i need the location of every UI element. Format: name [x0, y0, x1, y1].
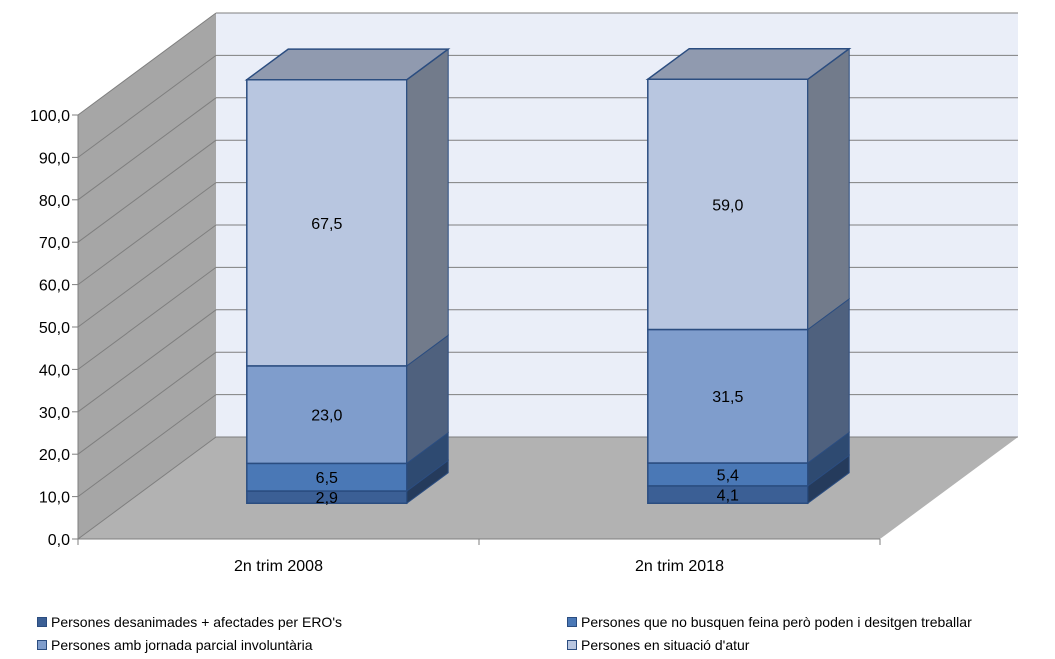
gridline-side	[77, 266, 217, 370]
legend-label: Persones en situació d'atur	[581, 637, 750, 653]
y-tick-label: 50,0	[39, 320, 70, 337]
legend-label: Persones desanimades + afectades per ERO…	[51, 614, 342, 630]
bar-segment	[244, 48, 451, 367]
y-tick-label: 40,0	[39, 362, 70, 379]
y-tick-label: 100,0	[30, 108, 70, 125]
legend-label: Persones que no busquen feina però poden…	[581, 614, 972, 630]
gridline-side	[77, 309, 217, 413]
y-tick-label: 90,0	[39, 150, 70, 167]
y-tick-label: 30,0	[39, 405, 70, 422]
x-tick-label: 2n trim 2008	[234, 558, 323, 575]
legend-item-parcial: Persones amb jornada parcial involuntàri…	[37, 637, 312, 653]
x-tick-label: 2n trim 2018	[635, 558, 724, 575]
y-tick-label: 0,0	[48, 532, 70, 549]
legend-swatch	[37, 640, 47, 650]
data-label: 67,5	[311, 216, 342, 233]
legend-swatch	[567, 640, 577, 650]
bar-segment	[246, 431, 449, 492]
bar-segment-side	[807, 47, 850, 331]
legend-label: Persones amb jornada parcial involuntàri…	[51, 637, 313, 653]
data-label: 5,4	[717, 467, 739, 484]
y-tick-label: 10,0	[39, 490, 70, 507]
gridline-side	[77, 182, 217, 286]
bar-top-face	[244, 48, 451, 81]
y-tick-label: 60,0	[39, 278, 70, 295]
gridline-side	[77, 224, 217, 328]
gridline-side	[77, 12, 217, 116]
legend-item-no-busquen: Persones que no busquen feina però poden…	[567, 614, 972, 630]
legend-item-desanimades: Persones desanimades + afectades per ERO…	[37, 614, 342, 630]
legend-item-atur: Persones en situació d'atur	[567, 637, 749, 653]
data-label: 23,0	[311, 408, 342, 425]
bar-segment	[246, 334, 449, 465]
data-label: 59,0	[712, 197, 743, 214]
gridline-side	[77, 351, 217, 455]
bars	[244, 47, 852, 505]
value-axis: 0,0 10,0 20,0 30,0 40,0 50,0 60,0 70,0 80,0 90,0 1…	[30, 108, 881, 575]
gridline-side	[77, 97, 217, 201]
bar-segment	[645, 47, 852, 331]
chart-canvas: 0,0 10,0 20,0 30,0 40,0 50,0 60,0 70,0 80,0 90,0 1…	[30, 12, 1018, 575]
gridline-side	[77, 139, 217, 243]
y-tick-label: 70,0	[39, 235, 70, 252]
data-label: 2,9	[316, 490, 338, 507]
legend: Persones desanimades + afectades per ERO…	[0, 610, 1055, 659]
y-tick-label: 80,0	[39, 193, 70, 210]
bar-segment	[647, 297, 850, 464]
data-labels: 2,9 6,5 23,0 67,5 4,1 5,4 31,5 59,0	[311, 197, 743, 507]
y-tick-label: 20,0	[39, 447, 70, 464]
gridline-side	[77, 54, 217, 158]
gridline-side	[77, 394, 217, 498]
bar-top-face	[645, 47, 852, 81]
data-label: 31,5	[712, 389, 743, 406]
legend-swatch	[37, 617, 47, 627]
chart-floor	[78, 437, 1018, 539]
gridline-side	[77, 436, 217, 540]
data-label: 6,5	[316, 470, 338, 487]
data-label: 4,1	[717, 488, 739, 505]
bar-segment-side	[406, 48, 449, 367]
legend-swatch	[567, 617, 577, 627]
